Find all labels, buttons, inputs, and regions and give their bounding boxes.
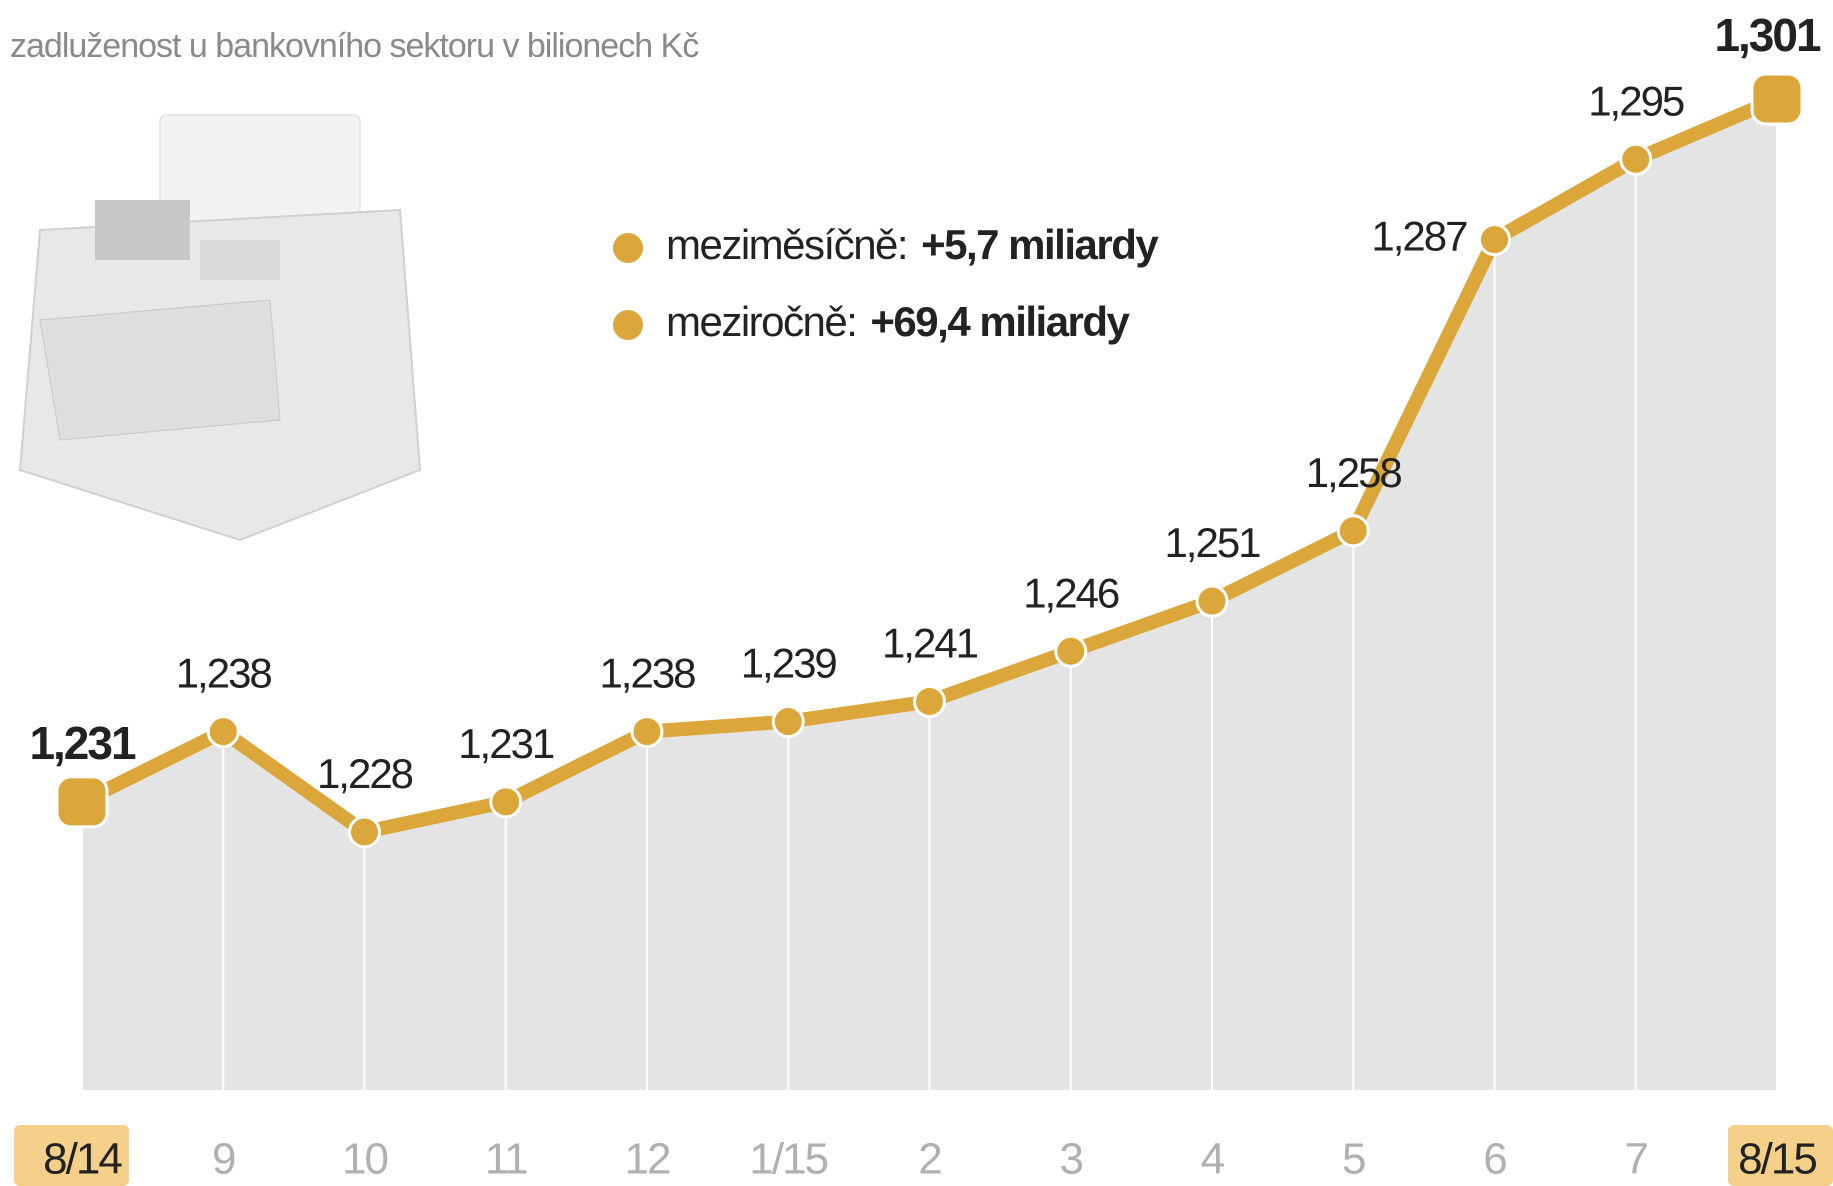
x-tick-label: 1/15 <box>749 1135 827 1184</box>
point <box>771 705 805 739</box>
money-counter-illustration <box>18 114 422 542</box>
point <box>1336 514 1370 548</box>
x-tick-label: 5 <box>1342 1135 1365 1184</box>
value-label: 1,238 <box>176 650 272 697</box>
x-tick-label: 3 <box>1060 1135 1083 1184</box>
legend-dot <box>613 233 643 263</box>
point <box>1478 223 1511 257</box>
legend-value: +5,7 miliardy <box>921 221 1159 268</box>
point <box>913 684 946 718</box>
value-label: 1,228 <box>317 750 413 797</box>
x-tick-label: 6 <box>1483 1135 1506 1184</box>
value-label: 1,241 <box>882 620 978 667</box>
value-label: 1,287 <box>1371 213 1467 260</box>
x-tick-label: 2 <box>918 1135 941 1184</box>
value-label: 1,239 <box>741 640 837 687</box>
point <box>489 785 523 819</box>
value-label: 1,246 <box>1023 569 1119 616</box>
x-tick-label: 9 <box>212 1135 235 1184</box>
point <box>1619 142 1653 176</box>
legend-label: meziměsíčně: <box>666 221 907 268</box>
legend-dot <box>613 310 643 340</box>
legend-text: meziročně: +69,4 miliardy <box>666 298 1131 345</box>
x-tick-label: 12 <box>625 1135 670 1184</box>
point <box>1054 634 1088 668</box>
x-tick-label: 11 <box>485 1135 527 1184</box>
point <box>630 715 664 749</box>
category-box <box>14 1125 129 1186</box>
category-box <box>1728 1125 1833 1186</box>
value-label: 1,251 <box>1164 519 1260 566</box>
value-label: 1,258 <box>1306 449 1402 496</box>
legend-value: +69,4 miliardy <box>870 298 1130 345</box>
x-tick-label: 8/14 <box>43 1135 122 1184</box>
value-label: 1,301 <box>1714 9 1821 61</box>
x-tick-label: 7 <box>1625 1135 1648 1184</box>
point <box>1195 584 1229 618</box>
end-point <box>55 775 109 829</box>
end-point <box>1750 72 1804 126</box>
value-label: 1,231 <box>458 720 554 767</box>
legend-label: meziročně: <box>666 298 856 345</box>
x-tick-label: 10 <box>342 1135 387 1184</box>
point <box>206 715 240 749</box>
x-tick-label: 4 <box>1201 1135 1225 1184</box>
value-label: 1,238 <box>599 650 695 697</box>
value-label: 1,231 <box>29 717 136 769</box>
value-label: 1,295 <box>1588 77 1684 124</box>
legend-text: meziměsíčně: +5,7 miliardy <box>666 221 1159 268</box>
x-tick-label: 8/15 <box>1738 1135 1816 1184</box>
point <box>348 815 381 849</box>
subtitle: zadluženost u bankovního sektoru v bilio… <box>10 27 699 65</box>
